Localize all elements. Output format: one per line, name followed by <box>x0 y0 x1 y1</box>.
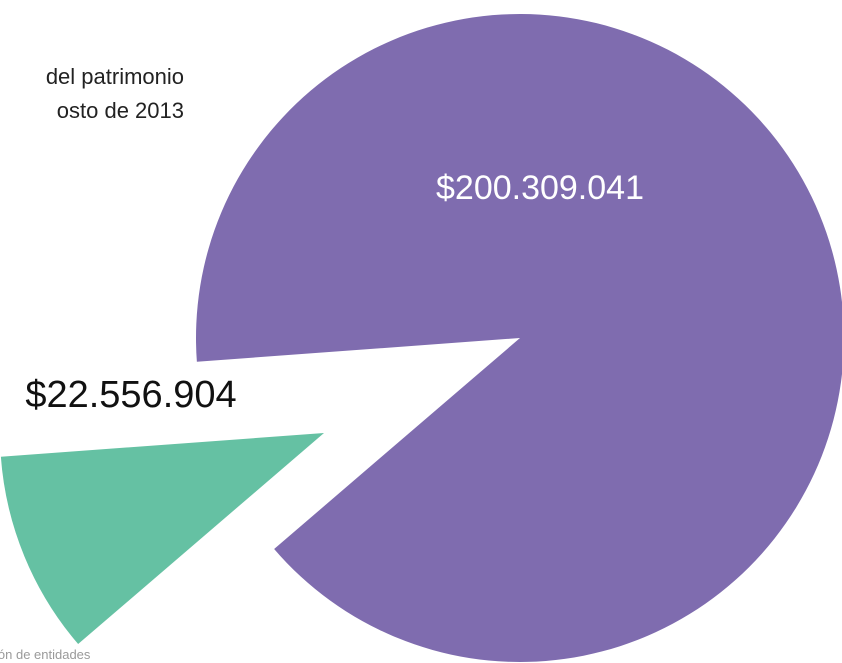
slice-label-1: $22.556.904 <box>25 374 236 416</box>
slice-label-0: $200.309.041 <box>436 169 644 207</box>
pie-slice-1 <box>0 433 325 645</box>
pie-slice-0 <box>196 14 842 662</box>
chart-footnote: ión de entidades <box>0 647 91 662</box>
chart-title-line-2: osto de 2013 <box>56 98 184 123</box>
chart-title-line-1: del patrimonio <box>45 64 184 89</box>
